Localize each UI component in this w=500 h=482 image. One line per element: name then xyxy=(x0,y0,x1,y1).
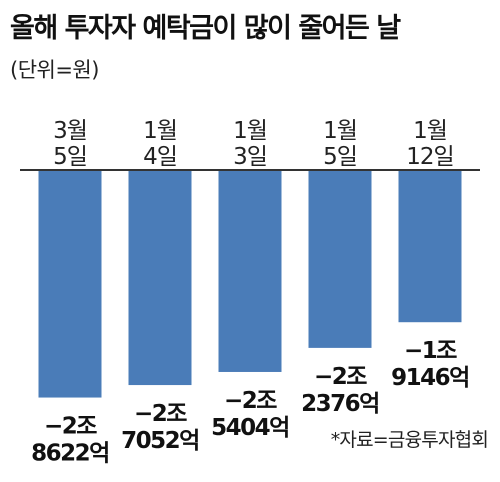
bar xyxy=(128,170,192,386)
category-label-month: 1월 xyxy=(323,118,357,144)
value-label-jo: −2조 xyxy=(44,414,97,440)
category-label-month: 1월 xyxy=(143,118,177,144)
value-label-jo: −2조 xyxy=(224,388,277,414)
category-label-day: 12일 xyxy=(406,144,453,170)
category-label-day: 5일 xyxy=(53,144,87,170)
value-label-eok: 7052억 xyxy=(121,428,199,454)
category-label-day: 5일 xyxy=(323,144,357,170)
unit-label: (단위=원) xyxy=(10,58,99,82)
chart-title: 올해 투자자 예탁금이 많이 줄어든 날 xyxy=(10,13,401,44)
value-label-jo: −1조 xyxy=(404,338,457,364)
value-label-jo: −2조 xyxy=(134,401,187,427)
bar xyxy=(398,170,462,323)
bar xyxy=(38,170,102,398)
value-label-eok: 2376억 xyxy=(301,391,379,417)
category-label-month: 3월 xyxy=(53,118,87,144)
category-label-day: 4일 xyxy=(143,144,177,170)
value-label-jo: −2조 xyxy=(314,364,367,390)
value-label-eok: 8622억 xyxy=(31,441,109,467)
bar xyxy=(218,170,282,372)
value-label-eok: 5404억 xyxy=(211,415,289,441)
source-note: *자료=금융투자협회 xyxy=(330,429,489,451)
value-label-eok: 9146억 xyxy=(391,365,469,391)
category-label-day: 3일 xyxy=(233,144,267,170)
category-label-month: 1월 xyxy=(413,118,447,144)
bar xyxy=(308,170,372,348)
category-label-month: 1월 xyxy=(233,118,267,144)
